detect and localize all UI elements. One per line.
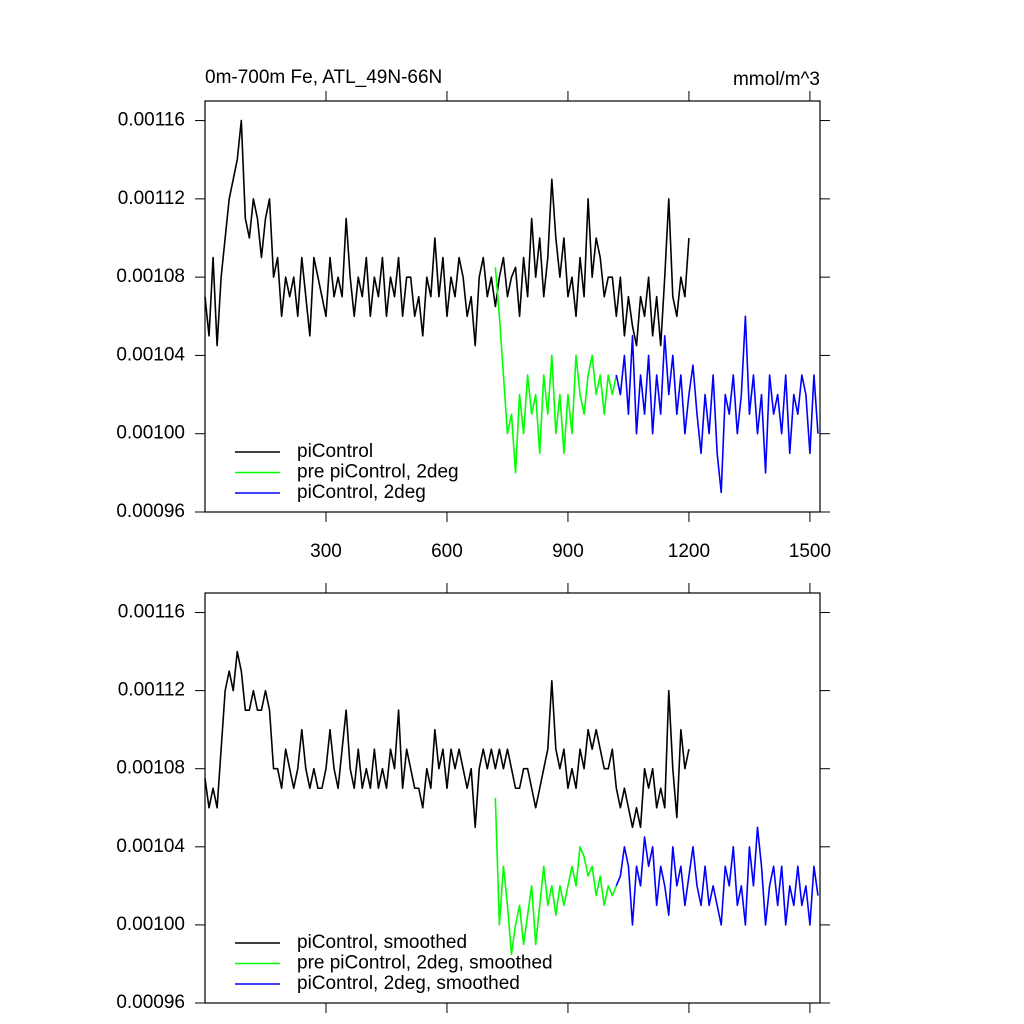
units-label: mmol/m^3: [733, 69, 820, 90]
series-line: [615, 315, 819, 494]
y-tick-label: 0.00108: [116, 266, 185, 287]
y-tick-label: 0.00096: [116, 992, 185, 1013]
y-tick-label: 0.00116: [118, 110, 185, 131]
y-tick-label: 0.00100: [116, 914, 185, 935]
x-tick-label: 1200: [668, 541, 710, 562]
legend-label: pre piControl, 2deg, smoothed: [297, 953, 553, 974]
x-tick-label: 1500: [789, 541, 831, 562]
y-tick-label: 0.00112: [118, 680, 185, 701]
chart-title: 0m-700m Fe, ATL_49N-66N: [205, 67, 442, 88]
y-tick-label: 0.00104: [116, 344, 185, 365]
series-line: [204, 119, 690, 347]
y-tick-label: 0.00096: [116, 501, 185, 522]
y-tick-label: 0.00100: [116, 423, 185, 444]
legend-label: pre piControl, 2deg: [297, 462, 459, 483]
legend-label: piControl, 2deg, smoothed: [297, 973, 520, 994]
plot-frame: [204, 100, 821, 513]
plot-frame: [204, 592, 821, 1004]
y-tick-label: 0.00116: [118, 602, 185, 623]
x-tick-label: 300: [310, 541, 342, 562]
legend-label: piControl, smoothed: [297, 932, 467, 953]
series-line: [204, 650, 690, 829]
y-tick-label: 0.00112: [118, 188, 185, 209]
legend-label: piControl: [297, 441, 373, 462]
legend-label: piControl, 2deg: [297, 482, 426, 503]
series-line: [494, 797, 618, 955]
x-tick-label: 900: [552, 541, 584, 562]
series-line: [494, 267, 618, 474]
x-tick-label: 600: [431, 541, 463, 562]
y-tick-label: 0.00108: [116, 758, 185, 779]
series-line: [615, 826, 819, 926]
y-tick-label: 0.00104: [116, 836, 185, 857]
